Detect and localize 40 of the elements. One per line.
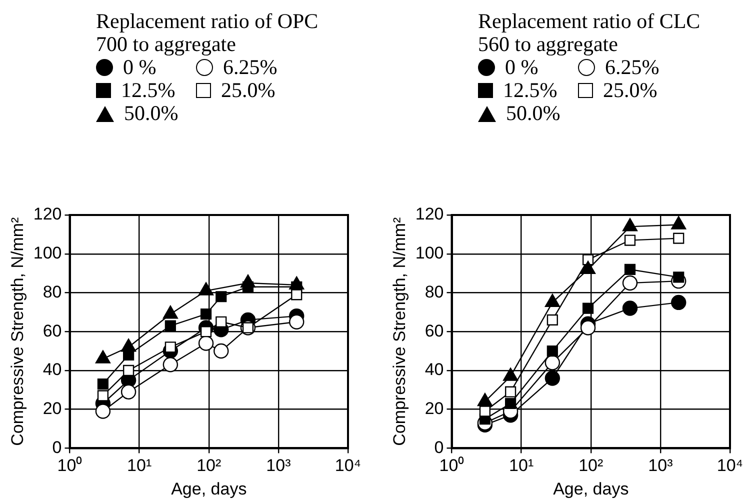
y-tick-label: 60	[424, 321, 444, 340]
x-tick-label: 10⁴	[334, 456, 362, 476]
y-axis-title: Compressive Strength, N/mm²	[390, 216, 409, 446]
x-tick-label: 10⁰	[439, 456, 464, 476]
legend-label: 0 %	[505, 55, 538, 79]
legend-label: 0 %	[123, 55, 156, 79]
legend-title: Replacement ratio of OPC 700 to aggregate	[96, 9, 320, 56]
y-axis-title: Compressive Strength, N/mm²	[8, 216, 27, 446]
legend-label: 6.25%	[223, 55, 278, 79]
y-tick-label: 0	[434, 438, 444, 457]
x-tick-label: 10²	[196, 456, 222, 476]
x-tick-label: 10³	[266, 456, 292, 476]
y-tick-label: 40	[424, 360, 444, 380]
y-tick-label: 20	[42, 399, 62, 418]
x-tick-label: 10³	[648, 456, 674, 476]
y-tick-label: 80	[424, 282, 444, 302]
legend-label: 6.25%	[605, 55, 660, 79]
y-tick-label: 80	[42, 282, 62, 302]
x-tick-label: 10⁴	[716, 456, 744, 476]
x-axis-title: Age, days	[553, 479, 629, 498]
x-tick-label: 10⁰	[57, 456, 82, 476]
y-tick-label: 100	[415, 244, 444, 263]
legend-label: 25.0%	[603, 78, 658, 102]
x-tick-label: 10¹	[127, 456, 152, 476]
x-tick-label: 10²	[578, 456, 604, 476]
legend-label: 25.0%	[221, 78, 276, 102]
y-tick-label: 100	[33, 244, 62, 263]
legend-title: Replacement ratio of CLC 560 to aggregate	[478, 9, 702, 56]
y-tick-label: 0	[52, 438, 62, 457]
y-tick-label: 120	[415, 204, 444, 224]
y-tick-label: 40	[42, 360, 62, 380]
legend-label: 50.0%	[124, 101, 178, 125]
legend-label: 50.0%	[506, 101, 560, 125]
legend-label: 12.5%	[503, 78, 558, 102]
x-tick-label: 10¹	[509, 456, 534, 476]
y-tick-label: 20	[424, 399, 444, 418]
y-tick-label: 60	[42, 321, 62, 340]
x-axis-title: Age, days	[171, 479, 247, 498]
legend-label: 12.5%	[121, 78, 176, 102]
y-tick-label: 120	[33, 204, 62, 224]
